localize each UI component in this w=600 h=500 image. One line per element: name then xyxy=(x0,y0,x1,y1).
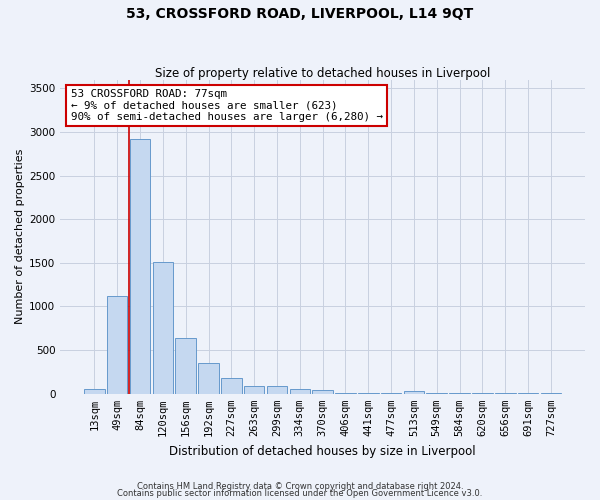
Bar xyxy=(221,378,242,394)
Title: Size of property relative to detached houses in Liverpool: Size of property relative to detached ho… xyxy=(155,66,490,80)
Text: 53 CROSSFORD ROAD: 77sqm
← 9% of detached houses are smaller (623)
90% of semi-d: 53 CROSSFORD ROAD: 77sqm ← 9% of detache… xyxy=(71,89,383,122)
Bar xyxy=(404,391,424,394)
Bar xyxy=(313,390,333,394)
Bar xyxy=(152,262,173,394)
Bar xyxy=(84,389,104,394)
Bar xyxy=(130,139,151,394)
Bar xyxy=(244,386,265,394)
Bar xyxy=(175,338,196,394)
Y-axis label: Number of detached properties: Number of detached properties xyxy=(15,149,25,324)
Bar xyxy=(198,363,219,394)
Bar xyxy=(267,386,287,394)
Bar xyxy=(107,296,127,394)
X-axis label: Distribution of detached houses by size in Liverpool: Distribution of detached houses by size … xyxy=(169,444,476,458)
Text: 53, CROSSFORD ROAD, LIVERPOOL, L14 9QT: 53, CROSSFORD ROAD, LIVERPOOL, L14 9QT xyxy=(127,8,473,22)
Text: Contains public sector information licensed under the Open Government Licence v3: Contains public sector information licen… xyxy=(118,490,482,498)
Bar xyxy=(290,389,310,394)
Text: Contains HM Land Registry data © Crown copyright and database right 2024.: Contains HM Land Registry data © Crown c… xyxy=(137,482,463,491)
